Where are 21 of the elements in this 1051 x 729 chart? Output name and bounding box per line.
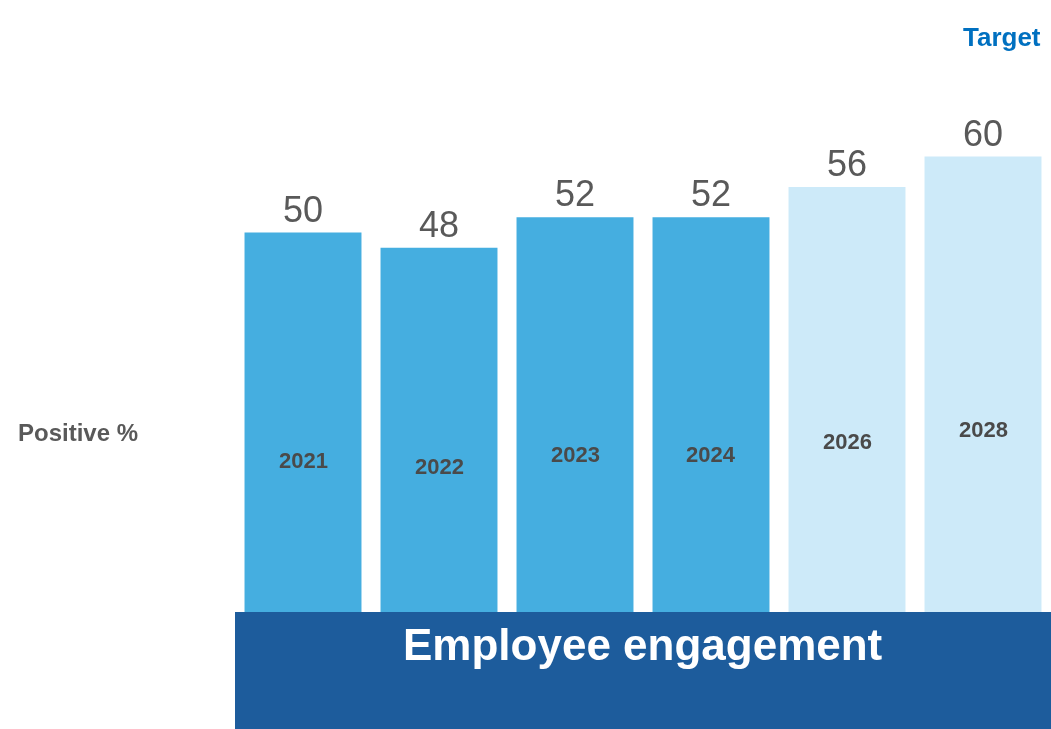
data-label: 60 xyxy=(962,112,1004,154)
data-label: 48 xyxy=(418,203,460,245)
data-label: 52 xyxy=(554,173,596,215)
data-label: 56 xyxy=(826,142,868,184)
x-tick-label: 2021 xyxy=(279,448,328,473)
text: Target xyxy=(963,22,1041,52)
x-axis-title: Employee engagement xyxy=(403,620,883,669)
bar xyxy=(244,232,362,612)
bar xyxy=(516,217,634,612)
bar xyxy=(788,186,906,612)
x-tick-label: 2026 xyxy=(823,429,872,454)
data-label: 50 xyxy=(282,188,324,230)
bar xyxy=(924,156,1042,612)
bar xyxy=(652,217,770,612)
x-tick-label: 2023 xyxy=(551,442,600,467)
bar xyxy=(380,247,498,612)
x-tick-label: 2022 xyxy=(415,454,464,479)
y-axis-title: Positive % xyxy=(18,419,139,446)
data-label: 52 xyxy=(690,173,732,215)
x-tick-label: 2024 xyxy=(686,442,736,467)
x-tick-label: 2028 xyxy=(959,417,1008,442)
